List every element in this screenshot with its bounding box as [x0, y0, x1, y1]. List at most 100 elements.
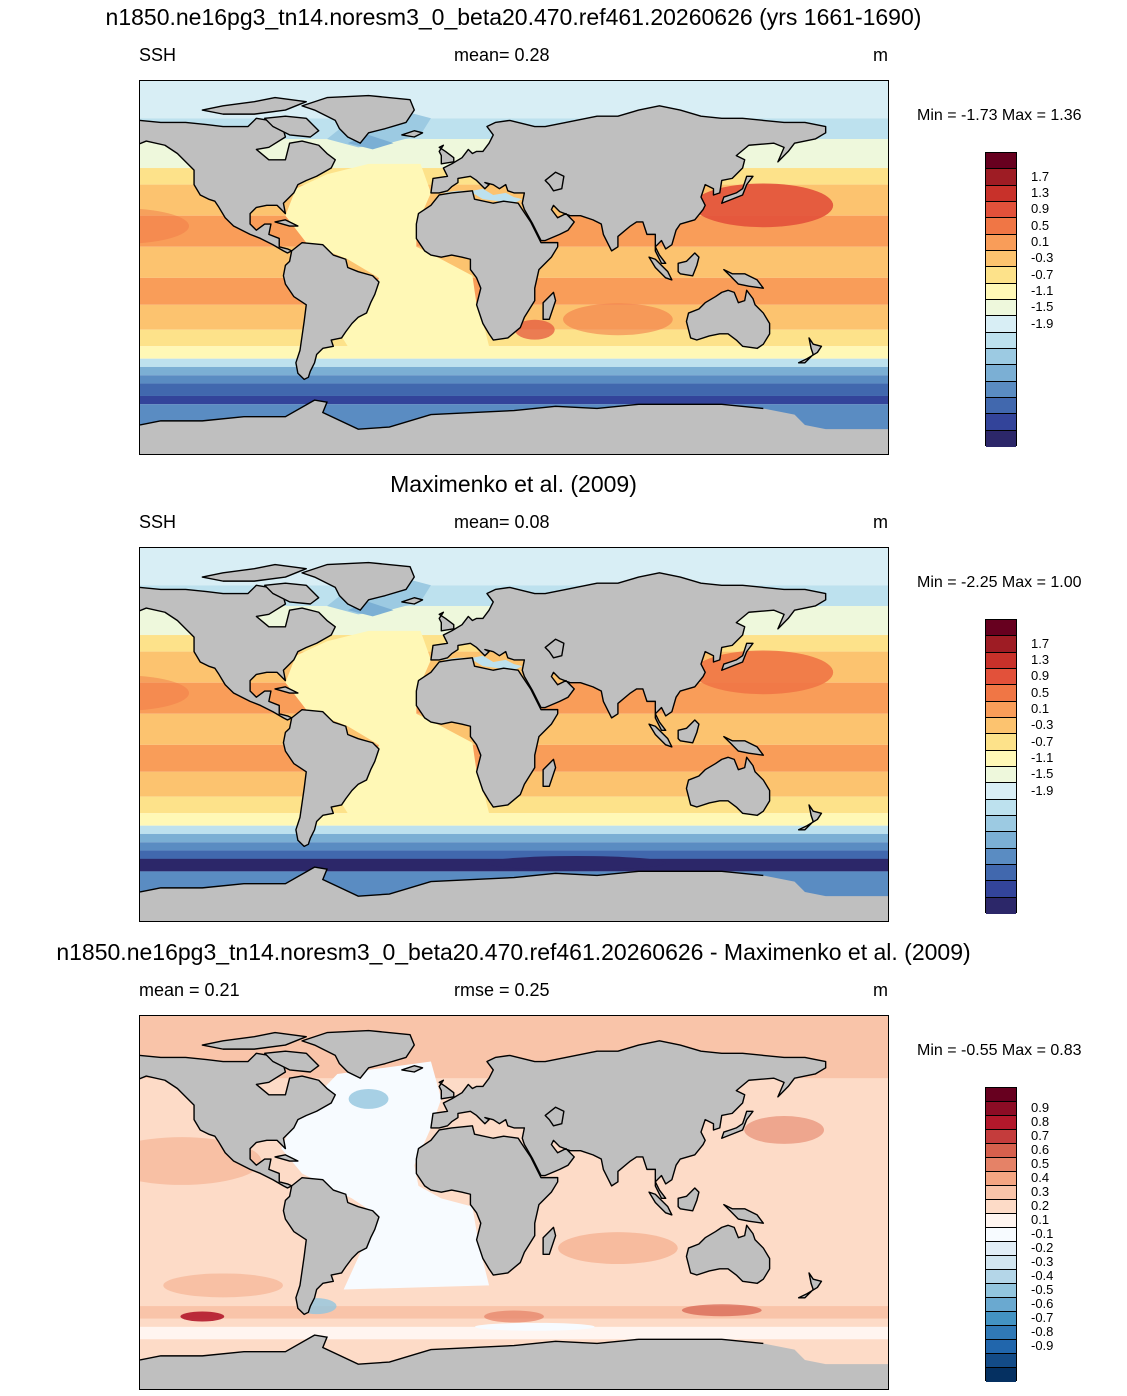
world-map [140, 1016, 888, 1389]
panel-title: n1850.ne16pg3_tn14.noresm3_0_beta20.470.… [105, 4, 922, 30]
colorbar-segment [986, 864, 1016, 882]
landmass-britain [438, 1079, 455, 1100]
landmass-south-america [282, 708, 380, 848]
colorbar-segment [986, 1312, 1016, 1326]
panel-variable-label: SSH [139, 45, 177, 65]
colorbar-segment [986, 316, 1016, 333]
colorbar-tick-label: -1.5 [1031, 766, 1054, 782]
landmass-south-america [282, 241, 380, 381]
colorbar-tick-label: -0.1 [1031, 1226, 1054, 1241]
landmass-britain [438, 611, 455, 632]
landmass-arctic-isles [201, 563, 307, 582]
landmass-sumatra [648, 1191, 673, 1216]
colorbar [985, 1087, 1017, 1382]
colorbar-segment [986, 250, 1016, 268]
colorbar-tick-label: 0.9 [1031, 1100, 1050, 1115]
landmass-new-guinea [723, 268, 765, 289]
landmass-africa [415, 657, 559, 808]
colorbar-tick-label: -0.9 [1031, 1338, 1054, 1353]
colorbar-segment [986, 201, 1016, 219]
landmass-baffin [263, 582, 320, 605]
panel-variable-label: SSH [139, 512, 177, 532]
landmass-iceland [401, 1065, 424, 1073]
panel-mean-label: mean= 0.28 [454, 45, 550, 65]
panel-mean-label: mean= 0.08 [454, 512, 550, 532]
colorbar-tick-label: -1.9 [1031, 782, 1054, 798]
colorbar-tick-label: 1.7 [1031, 635, 1050, 651]
colorbar-segment [986, 766, 1016, 784]
landmass-new-zealand [797, 337, 823, 364]
colorbar-tick-label: -1.5 [1031, 299, 1054, 315]
colorbar-tick-label: -0.2 [1031, 1240, 1054, 1255]
landmass-australia [685, 756, 771, 817]
landmass-new-guinea [723, 1203, 765, 1224]
colorbar-tick-label: -0.3 [1031, 250, 1054, 266]
landmass-sumatra [648, 723, 673, 748]
colorbar-segment [986, 734, 1016, 751]
map-panel [139, 1015, 889, 1390]
colorbar-tick-label: 0.3 [1031, 1184, 1050, 1199]
landmass-borneo [677, 1187, 700, 1212]
colorbar-segment [986, 365, 1016, 382]
landmass-new-zealand [797, 1272, 823, 1299]
colorbar-segment [986, 685, 1016, 702]
colorbar-ticks: 1.7 1.3 0.9 0.5 0.1 -0.3 -0.7 -1.1 -1.5 -1.9 [1031, 152, 1091, 446]
colorbar-tick-label: 0.5 [1031, 217, 1050, 233]
colorbar-tick-label: 0.2 [1031, 1198, 1050, 1213]
panel-title: n1850.ne16pg3_tn14.noresm3_0_beta20.470.… [56, 939, 971, 965]
landmass-north-america [140, 117, 336, 254]
landmass-madagascar [542, 758, 557, 788]
map-panel [139, 80, 889, 455]
colorbar-tick-label: -0.4 [1031, 1268, 1054, 1283]
panel-units-label: m [873, 512, 888, 532]
colorbar [985, 619, 1017, 914]
colorbar-tick-label: -1.9 [1031, 315, 1054, 331]
colorbar-segment [986, 652, 1016, 669]
landmass-antarctica [140, 400, 888, 454]
colorbar-segment [986, 1102, 1016, 1116]
landmass-borneo [677, 719, 700, 744]
colorbar-segment [986, 381, 1016, 398]
colorbar-segment [986, 717, 1016, 735]
colorbar-segment [986, 815, 1016, 833]
colorbar-segment [986, 1298, 1016, 1312]
colorbar-segment [986, 1214, 1016, 1228]
colorbar-tick-label: 0.1 [1031, 1212, 1050, 1227]
landmass-japan [721, 175, 754, 204]
colorbar-segment [986, 897, 1016, 914]
colorbar-tick-label: -0.7 [1031, 266, 1054, 282]
colorbar-tick-label: -0.8 [1031, 1324, 1054, 1339]
colorbar-ticks: 0.9 0.8 0.7 0.6 0.5 0.4 0.3 0.2 0.1 -0.1 -0.2 -0.3-… [1031, 1087, 1091, 1381]
colorbar-segment [986, 430, 1016, 447]
colorbar-tick-label: 1.3 [1031, 184, 1050, 200]
panel-units-label: m [873, 45, 888, 65]
colorbar-segment [986, 1172, 1016, 1186]
colorbar-segment [986, 799, 1016, 816]
world-map [140, 548, 888, 921]
colorbar-segment [986, 1354, 1016, 1368]
colorbar-segment [986, 1130, 1016, 1144]
landmass-south-america [282, 1176, 380, 1316]
colorbar-segment [986, 1270, 1016, 1284]
panel-rmse-label: rmse = 0.25 [454, 980, 550, 1000]
colorbar-segment [986, 1368, 1016, 1382]
colorbar-tick-label: 0.4 [1031, 1170, 1050, 1185]
colorbar-tick-label: -0.6 [1031, 1296, 1054, 1311]
landmass-africa [415, 1125, 559, 1276]
landmass-greenland [301, 94, 415, 144]
colorbar-segment [986, 414, 1016, 431]
landmass-new-zealand [797, 804, 823, 831]
colorbar-segment [986, 1088, 1016, 1102]
colorbar-segment [986, 701, 1016, 718]
landmass-eurasia [430, 1040, 827, 1200]
colorbar-tick-label: 1.7 [1031, 168, 1050, 184]
colorbar-segment [986, 1256, 1016, 1270]
landmass-cuba [274, 219, 299, 227]
colorbar-tick-label: 1.3 [1031, 651, 1050, 667]
colorbar-segment [986, 234, 1016, 251]
colorbar-segment [986, 848, 1016, 865]
colorbar-tick-label: 0.9 [1031, 201, 1050, 217]
landmass-arctic-isles [201, 96, 307, 115]
landmass-eurasia [430, 105, 827, 265]
colorbar-tick-label: 0.6 [1031, 1142, 1050, 1157]
